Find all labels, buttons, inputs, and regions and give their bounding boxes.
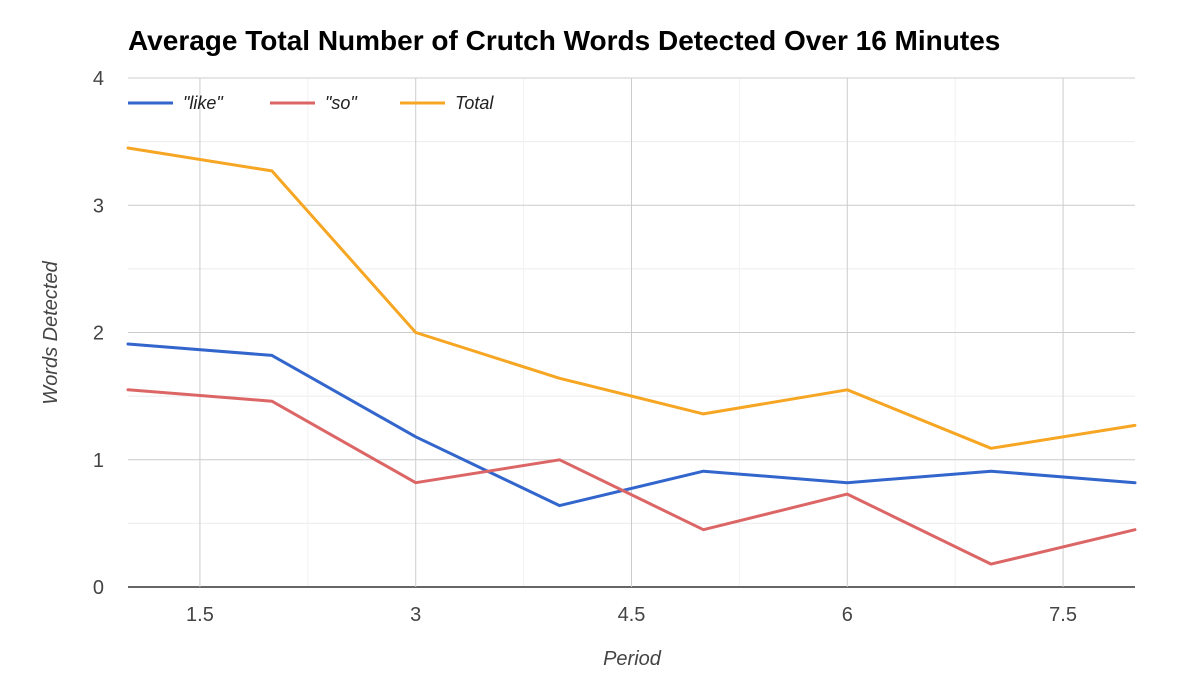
y-tick-label: 2 xyxy=(93,323,104,345)
y-tick-label: 0 xyxy=(93,577,104,599)
legend-label: "like" xyxy=(183,93,224,113)
legend-label: "so" xyxy=(325,93,358,113)
series-line-1 xyxy=(126,388,1137,566)
chart-title: Average Total Number of Crutch Words Det… xyxy=(128,25,1000,56)
x-tick-label: 6 xyxy=(842,604,853,626)
x-tick-label: 7.5 xyxy=(1049,604,1077,626)
y-tick-label: 4 xyxy=(93,68,104,90)
x-axis-title: Period xyxy=(603,648,662,670)
series-line-0 xyxy=(126,342,1137,508)
grid xyxy=(128,77,1135,588)
x-tick-label: 4.5 xyxy=(618,604,646,626)
legend-label: Total xyxy=(455,93,494,113)
x-tick-label: 3 xyxy=(410,604,421,626)
series-line-2 xyxy=(126,146,1137,450)
y-tick-label: 1 xyxy=(93,450,104,472)
y-axis-ticks: 0 1 2 3 4 xyxy=(93,68,104,599)
x-tick-label: 1.5 xyxy=(186,604,214,626)
x-axis-ticks: 1.5 3 4.5 6 7.5 xyxy=(186,604,1077,626)
series-lines xyxy=(126,146,1137,566)
y-tick-label: 3 xyxy=(93,195,104,217)
legend: "like" "so" Total xyxy=(128,93,494,113)
y-axis-title: Words Detected xyxy=(40,260,62,404)
